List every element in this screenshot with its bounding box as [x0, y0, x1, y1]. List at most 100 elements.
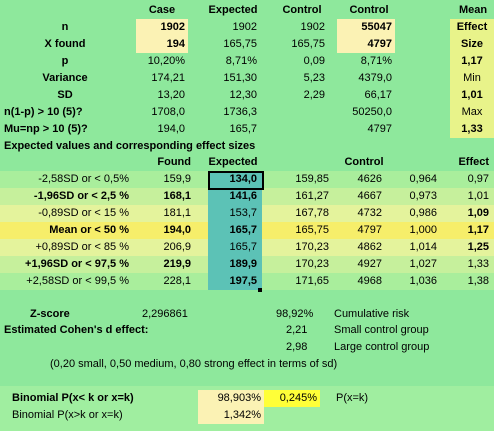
selected-cell[interactable]	[208, 171, 264, 190]
ev-expected-value: 189,9	[229, 258, 257, 270]
ev-ratio-value: 0,973	[409, 190, 437, 202]
binomial-lte-label: Binomial P(x< k or x=k)	[12, 392, 134, 404]
ev-found-value: 206,9	[163, 241, 191, 253]
stat-label: X found	[44, 38, 86, 50]
ev-found-value: 228,1	[163, 275, 191, 287]
ev-header-effect: Effect	[458, 156, 489, 168]
ev-expected-value: 165,7	[229, 241, 257, 253]
ev-control-large-value: 4667	[357, 190, 382, 202]
effect-summary-cell: Size	[460, 38, 483, 50]
stat-expected-value: 1902	[232, 21, 257, 33]
ev-ratio-value: 0,986	[409, 207, 437, 219]
fill-handle[interactable]	[258, 288, 262, 292]
effect-summary-cell: 1,33	[461, 123, 483, 135]
ev-ratio-value: 1,000	[409, 224, 437, 236]
ev-header-control: Control	[344, 156, 384, 168]
zscore-value: 2,296861	[142, 308, 188, 320]
effect-size-summary-bg	[450, 19, 494, 138]
stat-expected-value: 165,7	[229, 123, 257, 135]
effect-summary-cell: Max	[461, 106, 483, 118]
cohen-small-label: Small control group	[334, 324, 429, 336]
ev-effect-value: 1,01	[467, 190, 489, 202]
ev-control-value: 170,23	[295, 241, 329, 253]
ev-expected-value: 165,7	[229, 224, 257, 236]
stat-label: Mu=np > 10 (5)?	[4, 123, 88, 135]
ev-ratio-value: 1,014	[409, 241, 437, 253]
ev-found-value: 159,9	[163, 173, 191, 185]
zscore-label: Z-score	[30, 308, 70, 320]
cohen-large-label: Large control group	[334, 341, 430, 353]
ev-found-value: 181,1	[163, 207, 191, 219]
stat-expected-value: 151,30	[223, 72, 257, 84]
stat-control-value	[270, 104, 328, 121]
ev-effect-value: 1,17	[467, 224, 489, 236]
ev-effect-value: 1,09	[467, 207, 489, 219]
ev-expected-value: 141,6	[229, 190, 257, 202]
col-header-case: Case	[148, 4, 176, 16]
stat-label: SD	[57, 89, 73, 101]
ev-effect-value: 1,38	[467, 275, 489, 287]
stat-control-value: 1902	[300, 21, 325, 33]
stat-control-value: 165,75	[291, 38, 325, 50]
ev-effect-value: 0,97	[467, 173, 489, 185]
effect-summary-cell: Min	[463, 72, 481, 84]
stat-case-value: 174,21	[151, 72, 185, 84]
binomial-eq-label: P(x=k)	[336, 392, 369, 404]
ev-control-value: 159,85	[295, 173, 329, 185]
stat-label: p	[61, 55, 69, 67]
cumulative-risk-value: 98,92%	[276, 308, 314, 320]
stat-label: n	[61, 21, 69, 33]
ev-expected-value: 153,7	[229, 207, 257, 219]
ev-control-large-value: 4968	[357, 275, 382, 287]
cumulative-risk-label: Cumulative risk	[334, 308, 410, 320]
stat-control-large-value: 8,71%	[360, 55, 392, 67]
ev-expected-value: 134,0	[229, 173, 257, 185]
ev-control-large-value: 4862	[357, 241, 382, 253]
cohen-note: (0,20 small, 0,50 medium, 0,80 strong ef…	[50, 358, 338, 370]
cohen-large-value: 2,98	[286, 341, 308, 353]
stat-expected-value: 1736,3	[223, 106, 257, 118]
binomial-lte-value: 98,903%	[198, 390, 264, 407]
stat-case-value: 194,0	[157, 123, 185, 135]
stat-control-large-value: 66,17	[364, 89, 392, 101]
stat-control-large-value: 50250,0	[352, 106, 392, 118]
ev-ratio-value: 1,036	[409, 275, 437, 287]
stat-expected-value: 165,75	[223, 38, 257, 50]
effect-summary-cell: Effect	[456, 21, 488, 33]
stat-label: n(1-p) > 10 (5)?	[4, 106, 83, 118]
ev-control-value: 171,65	[295, 275, 329, 287]
stat-label: Variance	[42, 72, 88, 84]
ev-effect-value: 1,33	[467, 258, 489, 270]
ev-found-value: 219,9	[163, 258, 191, 270]
ev-control-large-value: 4732	[357, 207, 382, 219]
section-title: Expected values and corresponding effect…	[4, 140, 256, 152]
binomial-gte-label: Binomial P(x>k or x=k)	[12, 409, 123, 421]
ev-ratio-value: 1,027	[409, 258, 437, 270]
stat-case-value: 13,20	[157, 89, 185, 101]
ev-effect-value: 1,25	[467, 241, 489, 253]
stat-control-large-value: 4797	[337, 36, 395, 53]
binomial-eq-value: 0,245%	[264, 390, 320, 407]
col-header-mean: Mean	[458, 4, 488, 16]
stat-case-value: 194	[136, 36, 188, 53]
stat-expected-value: 12,30	[229, 89, 257, 101]
stat-case-value: 1902	[136, 19, 188, 36]
ev-header-expected: Expected	[208, 156, 258, 168]
ev-control-value: 165,75	[295, 224, 329, 236]
ev-control-value: 170,23	[295, 258, 329, 270]
ev-control-large-value: 4797	[357, 224, 382, 236]
ev-expected-value: 197,5	[229, 275, 257, 287]
ev-row-label: -2,58SD or < 0,5%	[38, 173, 129, 185]
binomial-gte-value: 1,342%	[198, 407, 264, 424]
cohen-label: Estimated Cohen's d effect:	[4, 324, 149, 336]
stat-control-large-value: 55047	[337, 19, 395, 36]
ev-row-label: +2,58SD or < 99,5 %	[26, 275, 129, 287]
effect-summary-cell: 1,01	[461, 89, 483, 101]
ev-row-label: +0,89SD or < 85 %	[35, 241, 129, 253]
ev-found-value: 168,1	[163, 190, 191, 202]
ev-header-found: Found	[157, 156, 191, 168]
stat-control-large-value: 4797	[367, 123, 392, 135]
effect-summary-cell: 1,17	[461, 55, 483, 67]
ev-control-large-value: 4626	[357, 173, 382, 185]
ev-ratio-value: 0,964	[409, 173, 437, 185]
